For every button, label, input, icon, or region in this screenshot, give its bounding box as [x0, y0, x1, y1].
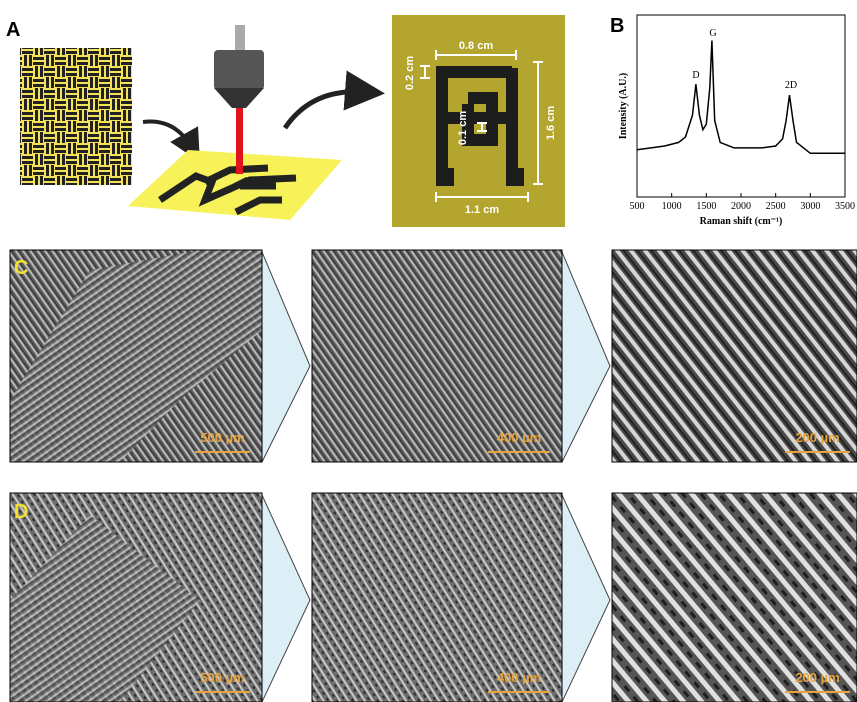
dimension: 1.6 cm — [545, 106, 557, 140]
pad — [436, 168, 454, 186]
peak-label: 2D — [785, 80, 797, 91]
scale-bar-label: 200 µm — [795, 430, 839, 445]
y-axis-label: Intensity (A.U.) — [618, 73, 629, 139]
x-axis-label: Raman shift (cm⁻¹) — [700, 216, 783, 227]
laser-beam — [236, 108, 243, 174]
dimension: 1.1 cm — [465, 204, 499, 216]
panel-label: D — [14, 501, 28, 523]
woven-fabric — [20, 48, 132, 185]
x-tick-label: 1500 — [696, 201, 716, 212]
pad — [506, 168, 524, 186]
scale-bar-label: 200 µm — [795, 670, 839, 685]
panel-label: A — [6, 19, 20, 41]
scale-bar-label: 400 µm — [497, 670, 541, 685]
zoom-connector — [262, 495, 310, 702]
laser-tip — [235, 25, 245, 50]
dimension: 0.1 cm — [457, 111, 469, 145]
zoom-connector — [262, 252, 310, 462]
zoom-connector — [562, 495, 610, 702]
laser-nozzle — [214, 88, 264, 108]
panel-label: C — [14, 257, 28, 279]
x-tick-label: 2500 — [766, 201, 786, 212]
x-tick-label: 1000 — [662, 201, 682, 212]
peak-label: G — [709, 28, 716, 39]
spectrum-line — [637, 41, 845, 154]
peak-label: D — [692, 70, 699, 81]
scale-bar-label: 500 µm — [200, 430, 244, 445]
panel-label: B — [610, 15, 624, 37]
dimension: 0.2 cm — [404, 56, 416, 90]
x-tick-label: 2000 — [731, 201, 751, 212]
x-tick-label: 500 — [630, 201, 645, 212]
arrow — [285, 92, 365, 128]
figure: A 0.8 cm 0.2 cm 0.1 cm 1.6 cm 1.1 cm B I… — [0, 0, 857, 702]
zoom-connector — [562, 252, 610, 462]
scale-bar-label: 500 µm — [200, 670, 244, 685]
plot-frame — [637, 15, 845, 197]
arrow — [143, 122, 192, 148]
x-tick-label: 3500 — [835, 201, 855, 212]
dimension: 0.8 cm — [459, 40, 493, 52]
x-tick-label: 3000 — [800, 201, 820, 212]
laser-head — [214, 50, 264, 90]
scale-bar-label: 400 µm — [497, 430, 541, 445]
